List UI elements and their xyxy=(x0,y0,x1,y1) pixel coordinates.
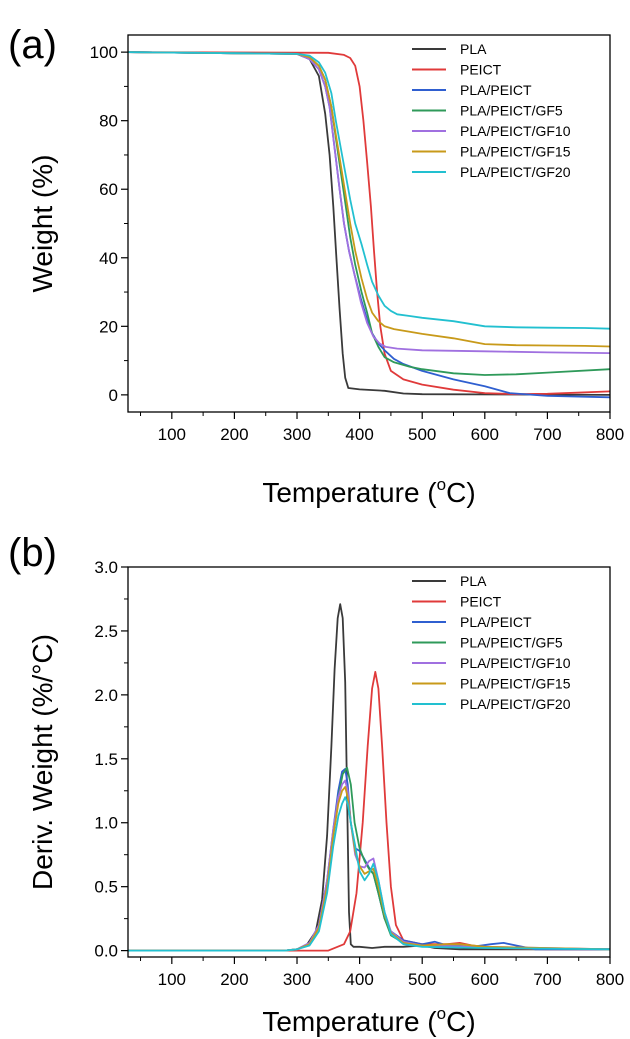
y-tick-label: 2.5 xyxy=(94,622,118,641)
series-line-pla-peict-gf5 xyxy=(128,766,611,952)
x-tick-label: 200 xyxy=(220,425,248,444)
y-tick-label: 1.5 xyxy=(94,750,118,769)
x-axis: 100 200 300 400 500 600 700 800 xyxy=(140,412,624,444)
legend-label: PLA/PEICT xyxy=(460,614,532,630)
x-axis-title-sup: o xyxy=(437,1004,446,1023)
y-tick-label: 80 xyxy=(99,112,118,131)
x-tick-label: 600 xyxy=(471,425,499,444)
y-axis-title: Deriv. Weight (%/°C) xyxy=(27,634,58,890)
panel-label: (b) xyxy=(8,531,57,575)
x-axis-title-main: Temperature ( xyxy=(262,1006,437,1037)
legend-label: PLA/PEICT/GF20 xyxy=(460,696,571,712)
x-tick-label: 200 xyxy=(220,970,248,989)
y-tick-label: 0 xyxy=(109,386,118,405)
legend-label: PLA xyxy=(460,573,487,589)
y-tick-label: 0.0 xyxy=(94,942,118,961)
panel-label: (a) xyxy=(8,23,57,67)
y-tick-label: 20 xyxy=(99,317,118,336)
y-tick-label: 3.0 xyxy=(94,558,118,577)
x-tick-label: 800 xyxy=(596,970,624,989)
legend-label: PLA/PEICT/GF15 xyxy=(460,676,571,692)
x-tick-label: 500 xyxy=(408,970,436,989)
y-axis: 0 20 40 60 80 100 xyxy=(90,43,128,405)
x-tick-label: 300 xyxy=(283,425,311,444)
x-tick-label: 400 xyxy=(345,970,373,989)
legend: PLA PEICT PLA/PEICT PLA/PEICT/GF5 PLA/PEICT/… xyxy=(412,41,571,180)
legend-label: PEICT xyxy=(460,594,502,610)
x-axis-title: Temperature (oC) xyxy=(262,475,475,508)
legend-label: PLA/PEICT/GF10 xyxy=(460,655,571,671)
x-tick-label: 700 xyxy=(533,425,561,444)
y-tick-label: 40 xyxy=(99,249,118,268)
x-axis-title-tail: C) xyxy=(446,477,476,508)
x-axis-title-sup: o xyxy=(437,475,446,494)
y-tick-label: 0.5 xyxy=(94,878,118,897)
x-tick-label: 800 xyxy=(596,425,624,444)
legend: PLA PEICT PLA/PEICT PLA/PEICT/GF5 PLA/PEICT/… xyxy=(412,573,571,712)
series-lines xyxy=(127,51,611,399)
y-axis-title: Weight (%) xyxy=(27,155,58,293)
x-tick-label: 100 xyxy=(158,970,186,989)
x-tick-label: 600 xyxy=(471,970,499,989)
series-lines xyxy=(128,603,611,952)
y-tick-label: 1.0 xyxy=(94,814,118,833)
series-line-pla-peict-gf10 xyxy=(127,51,611,354)
legend-label: PLA/PEICT/GF5 xyxy=(460,635,563,651)
x-axis-title: Temperature (oC) xyxy=(262,1004,475,1037)
panel-a-weight-chart: (a) 100 200 300 400 500 600 700 800 0 20 40 60 80 100 T… xyxy=(8,23,624,508)
y-axis: 0.0 0.5 1.0 1.5 2.0 2.5 3.0 xyxy=(94,558,128,961)
legend-label: PLA/PEICT/GF15 xyxy=(460,144,571,160)
x-axis-title-main: Temperature ( xyxy=(262,477,437,508)
y-tick-label: 2.0 xyxy=(94,686,118,705)
legend-label: PLA xyxy=(460,41,487,57)
series-line-peict xyxy=(128,671,610,952)
legend-label: PEICT xyxy=(460,62,502,78)
series-line-pla-peict xyxy=(128,768,610,952)
x-tick-label: 300 xyxy=(283,970,311,989)
panel-b-derivative-chart: (b) 100 200 300 400 500 600 700 800 0.0 0.5 1.0 1.5 2… xyxy=(8,531,624,1037)
series-line-pla xyxy=(127,51,611,396)
series-line-pla-peict-gf15 xyxy=(127,51,611,348)
legend-label: PLA/PEICT xyxy=(460,82,532,98)
legend-label: PLA/PEICT/GF10 xyxy=(460,123,571,139)
series-line-pla-peict-gf10 xyxy=(128,779,611,952)
x-tick-label: 400 xyxy=(345,425,373,444)
x-tick-label: 500 xyxy=(408,425,436,444)
y-tick-label: 60 xyxy=(99,180,118,199)
plot-frame xyxy=(127,34,611,413)
x-axis: 100 200 300 400 500 600 700 800 xyxy=(140,957,624,989)
legend-label: PLA/PEICT/GF20 xyxy=(460,164,571,180)
y-tick-label: 100 xyxy=(90,43,118,62)
x-tick-label: 700 xyxy=(533,970,561,989)
x-axis-title-tail: C) xyxy=(446,1006,476,1037)
series-line-pla-peict-gf20 xyxy=(128,796,611,952)
x-tick-label: 100 xyxy=(158,425,186,444)
legend-label: PLA/PEICT/GF5 xyxy=(460,103,563,119)
series-line-pla-peict-gf20 xyxy=(127,51,611,330)
plot-frame xyxy=(127,566,611,958)
